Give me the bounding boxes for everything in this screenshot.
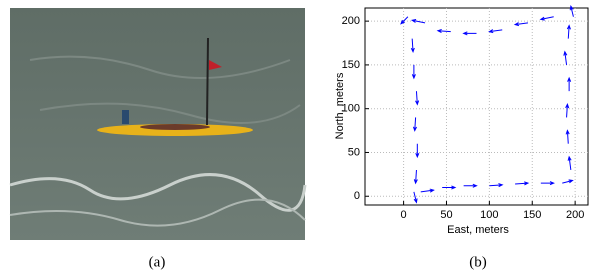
y-tick-label: 200 (342, 15, 360, 27)
y-tick-label: 150 (342, 59, 360, 71)
panel-label: (a) (149, 254, 166, 270)
figure: (a) (b) East, meters North, meters 05010… (0, 0, 610, 275)
photo (10, 8, 305, 240)
x-tick-label: 100 (480, 209, 498, 221)
plot-area (365, 8, 588, 205)
panel-label: (b) (469, 254, 487, 270)
y-tick-label: 100 (342, 103, 360, 115)
x-tick-label: 200 (566, 209, 584, 221)
x-axis-label: East, meters (447, 224, 509, 236)
x-tick-label: 150 (523, 209, 541, 221)
y-tick-label: 0 (354, 190, 360, 202)
x-tick-label: 50 (440, 209, 452, 221)
x-tick-label: 0 (401, 209, 407, 221)
y-tick-label: 50 (348, 146, 360, 158)
page: (a) (b) East, meters North, meters 05010… (0, 0, 610, 275)
